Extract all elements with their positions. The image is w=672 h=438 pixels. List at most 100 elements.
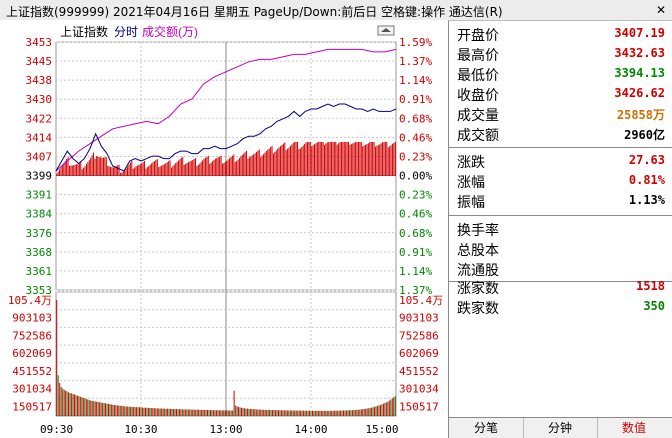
row-change: 涨跌 27.63 [449, 151, 672, 171]
row-open: 开盘价 3407.19 [449, 24, 672, 44]
pct-tick-label: 1.14% [399, 265, 432, 278]
pct-tick-label: 1.37% [399, 284, 432, 297]
low-value: 3394.13 [614, 66, 665, 80]
change-pct-label: 涨幅 [457, 175, 485, 191]
tab-values[interactable]: 数值 [621, 421, 646, 435]
change-label: 涨跌 [457, 155, 485, 171]
average-price-line [55, 48, 397, 172]
volume-tick-label: 150517 [12, 400, 52, 413]
price-tick-label: 3399 [26, 170, 53, 183]
pct-tick-label: 0.91% [399, 246, 432, 259]
axis-labels: 3453 1.59% 3445 1.37% 3438 1.14% 3430 0.91% 3422… [8, 36, 443, 436]
price-tick-label: 3376 [26, 227, 53, 240]
price-tick-label: 3407 [26, 150, 53, 163]
price-tick-label: 3391 [26, 189, 53, 202]
pct-tick-label: 0.91% [399, 93, 432, 106]
price-tick-label: 3438 [26, 74, 53, 87]
row-change-pct: 涨幅 0.81% [449, 171, 672, 191]
close-label: 收盘价 [457, 88, 499, 104]
row-low: 最低价 3394.13 [449, 64, 672, 84]
row-high: 最高价 3432.63 [449, 44, 672, 64]
price-tick-label: 3361 [26, 265, 53, 278]
divider [449, 215, 672, 216]
window-title: 上证指数(999999) 2021年04月16日 星期五 PageUp/Down… [6, 5, 503, 19]
time-tick-label: 13:00 [209, 423, 242, 436]
volume-tick-label: 451552 [399, 365, 439, 378]
pct-tick-label: 0.68% [399, 227, 432, 240]
volume-label: 成交额(万) [142, 24, 198, 39]
pct-tick-label: 1.59% [399, 36, 432, 49]
price-tick-label: 3430 [26, 93, 53, 106]
tab-ticks[interactable]: 分笔 [449, 418, 524, 438]
volume-value: 25858万 [616, 108, 665, 122]
volume-tick-label: 105.4万 [8, 294, 52, 307]
pct-tick-label: 1.14% [399, 74, 432, 87]
volume-tick-label: 602069 [12, 347, 52, 360]
open-label: 开盘价 [457, 28, 499, 44]
amplitude-label: 振幅 [457, 195, 485, 211]
pct-tick-label: 1.37% [399, 55, 432, 68]
tab-minutes[interactable]: 分钟 [523, 418, 598, 438]
row-decliners: 跌家数 350 [449, 297, 672, 317]
time-tick-label: 14:00 [294, 423, 327, 436]
bottom-tabs: 分笔 分钟 数值 [448, 417, 672, 438]
volume-tick-label: 301034 [12, 383, 52, 396]
quote-panel: 开盘价 3407.19 最高价 3432.63 最低价 3394.13 收盘价 … [448, 21, 672, 417]
row-close: 收盘价 3426.62 [449, 84, 672, 104]
turnover-label: 换手率 [457, 223, 499, 239]
low-label: 最低价 [457, 68, 499, 84]
price-tick-label: 3414 [26, 131, 53, 144]
chart-grid [55, 41, 397, 417]
price-tick-label: 3384 [26, 208, 53, 221]
close-icon[interactable]: ✕ [655, 3, 666, 17]
close-value: 3426.62 [614, 86, 665, 100]
time-tick-label: 15:00 [365, 423, 398, 436]
divider [449, 147, 672, 148]
price-tick-label: 3453 [26, 36, 53, 49]
volume-tick-label: 752586 [12, 329, 52, 342]
row-amount: 成交额 2960亿 [449, 124, 672, 144]
advancers-value: 1518 [636, 279, 665, 293]
row-total-shares: 总股本 [449, 239, 672, 259]
pct-tick-label: 0.00% [399, 170, 432, 183]
scroll-indicator-icon[interactable] [377, 25, 395, 36]
float-shares-label: 流通股 [457, 263, 499, 279]
volume-tick-label: 602069 [399, 347, 439, 360]
price-tick-label: 3368 [26, 246, 53, 259]
chart-background [0, 20, 448, 437]
high-label: 最高价 [457, 48, 499, 64]
volume-tick-label: 150517 [399, 400, 439, 413]
decliners-label: 跌家数 [457, 301, 499, 317]
decliners-value: 350 [643, 299, 665, 313]
volume-tick-label: 301034 [399, 383, 439, 396]
volume-tick-label: 903103 [399, 312, 439, 325]
advancers-label: 涨家数 [457, 281, 499, 297]
total-shares-label: 总股本 [457, 243, 499, 259]
row-advancers: 涨家数 1518 [449, 277, 672, 297]
amplitude-value: 1.13% [628, 193, 665, 207]
volume-bars [56, 300, 396, 416]
volume-tick-label: 451552 [12, 365, 52, 378]
open-value: 3407.19 [614, 26, 665, 40]
row-volume: 成交量 25858万 [449, 104, 672, 124]
volume-tick-label: 752586 [399, 329, 439, 342]
high-value: 3432.63 [614, 46, 665, 60]
index-name-label: 上证指数 [60, 24, 108, 39]
row-float-shares: 流通股 [449, 259, 672, 279]
pct-tick-label: 0.46% [399, 208, 432, 221]
row-turnover: 换手率 [449, 219, 672, 239]
mode-label[interactable]: 分时 [114, 25, 138, 39]
pct-tick-label: 0.23% [399, 150, 432, 163]
price-tick-label: 3445 [26, 55, 53, 68]
time-tick-label: 10:30 [124, 423, 157, 436]
title-bar: 上证指数(999999) 2021年04月16日 星期五 PageUp/Down… [0, 0, 672, 21]
change-value: 27.63 [628, 153, 665, 167]
pct-tick-label: 0.68% [399, 112, 432, 125]
intraday-chart[interactable]: 3453 1.59% 3445 1.37% 3438 1.14% 3430 0.91% 3422… [0, 20, 448, 437]
row-amplitude: 振幅 1.13% [449, 191, 672, 211]
volume-tick-label: 105.4万 [399, 294, 443, 307]
pct-tick-label: 0.23% [399, 189, 432, 202]
amount-label: 成交额 [457, 128, 499, 144]
tick-bars [56, 141, 396, 176]
amount-value: 2960亿 [624, 128, 665, 142]
